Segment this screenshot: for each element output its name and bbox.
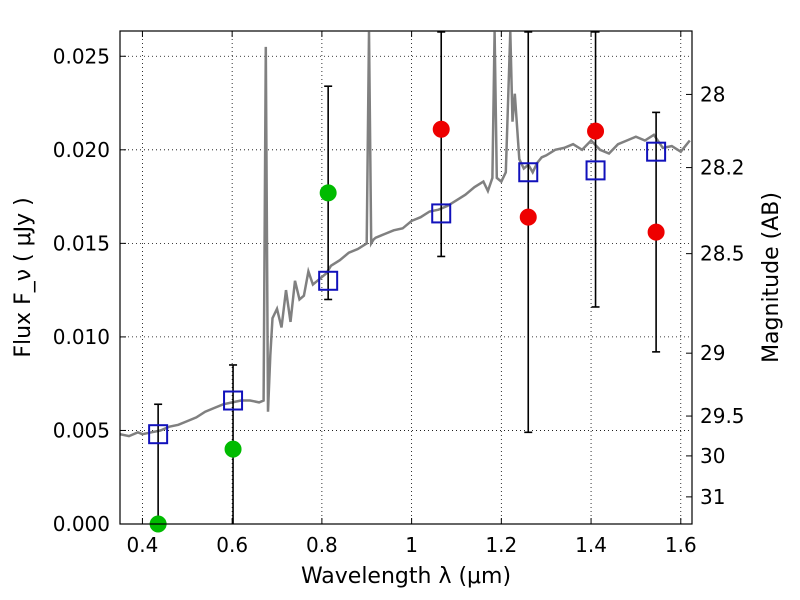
right-tick-label: 28 [700, 82, 725, 106]
grid [120, 31, 692, 525]
circle-marker [587, 122, 605, 140]
square-marker [148, 424, 169, 445]
square-marker [431, 203, 452, 224]
y-axis-label: Flux F_ν ( μJy ) [11, 197, 36, 357]
spectrum-line [120, 31, 691, 438]
y-tick-label: 0.010 [53, 325, 110, 349]
circle-marker [319, 184, 337, 202]
square-marker [223, 390, 244, 411]
square-marker [518, 162, 539, 183]
x-tick-label: 0.6 [216, 533, 248, 557]
x-axis-label: Wavelength λ (μm) [301, 564, 511, 589]
circle-marker [224, 440, 242, 458]
square-marker [646, 141, 667, 162]
x-tick-label: 0.4 [127, 533, 159, 557]
x-tick-label: 1.6 [665, 533, 697, 557]
right-tick-label: 31 [700, 485, 725, 509]
right-tick-label: 28.2 [700, 156, 745, 180]
x-tick-label: 1.2 [485, 533, 517, 557]
x-tick-label: 0.8 [306, 533, 338, 557]
plot-frame [119, 30, 693, 525]
y-tick-label: 0.015 [53, 231, 110, 255]
y-tick-label: 0.025 [53, 44, 110, 68]
y-tick-label: 0.005 [53, 418, 110, 442]
y-tick-label: 0.000 [53, 512, 110, 536]
right-tick-label: 29 [700, 341, 725, 365]
right-tick-label: 28.5 [700, 242, 745, 266]
square-marker [318, 270, 339, 291]
x-tick-label: 1.4 [575, 533, 607, 557]
square-marker [585, 160, 606, 181]
circle-marker [432, 120, 450, 138]
right-tick-label: 29.5 [700, 404, 745, 428]
circle-marker [519, 208, 537, 226]
y-tick-label: 0.020 [53, 138, 110, 162]
right-tick-label: 30 [700, 444, 725, 468]
circle-marker [647, 223, 665, 241]
data-markers [148, 120, 667, 533]
x-tick-label: 1 [405, 533, 418, 557]
axis-ticks: 0.4 0.6 0.8 1 1.2 1.4 1.6 0.000 0.005 0.010 0.015 0… [53, 31, 745, 557]
spectrum-series [120, 31, 691, 438]
right-axis-label: Magnitude (AB) [759, 192, 784, 363]
